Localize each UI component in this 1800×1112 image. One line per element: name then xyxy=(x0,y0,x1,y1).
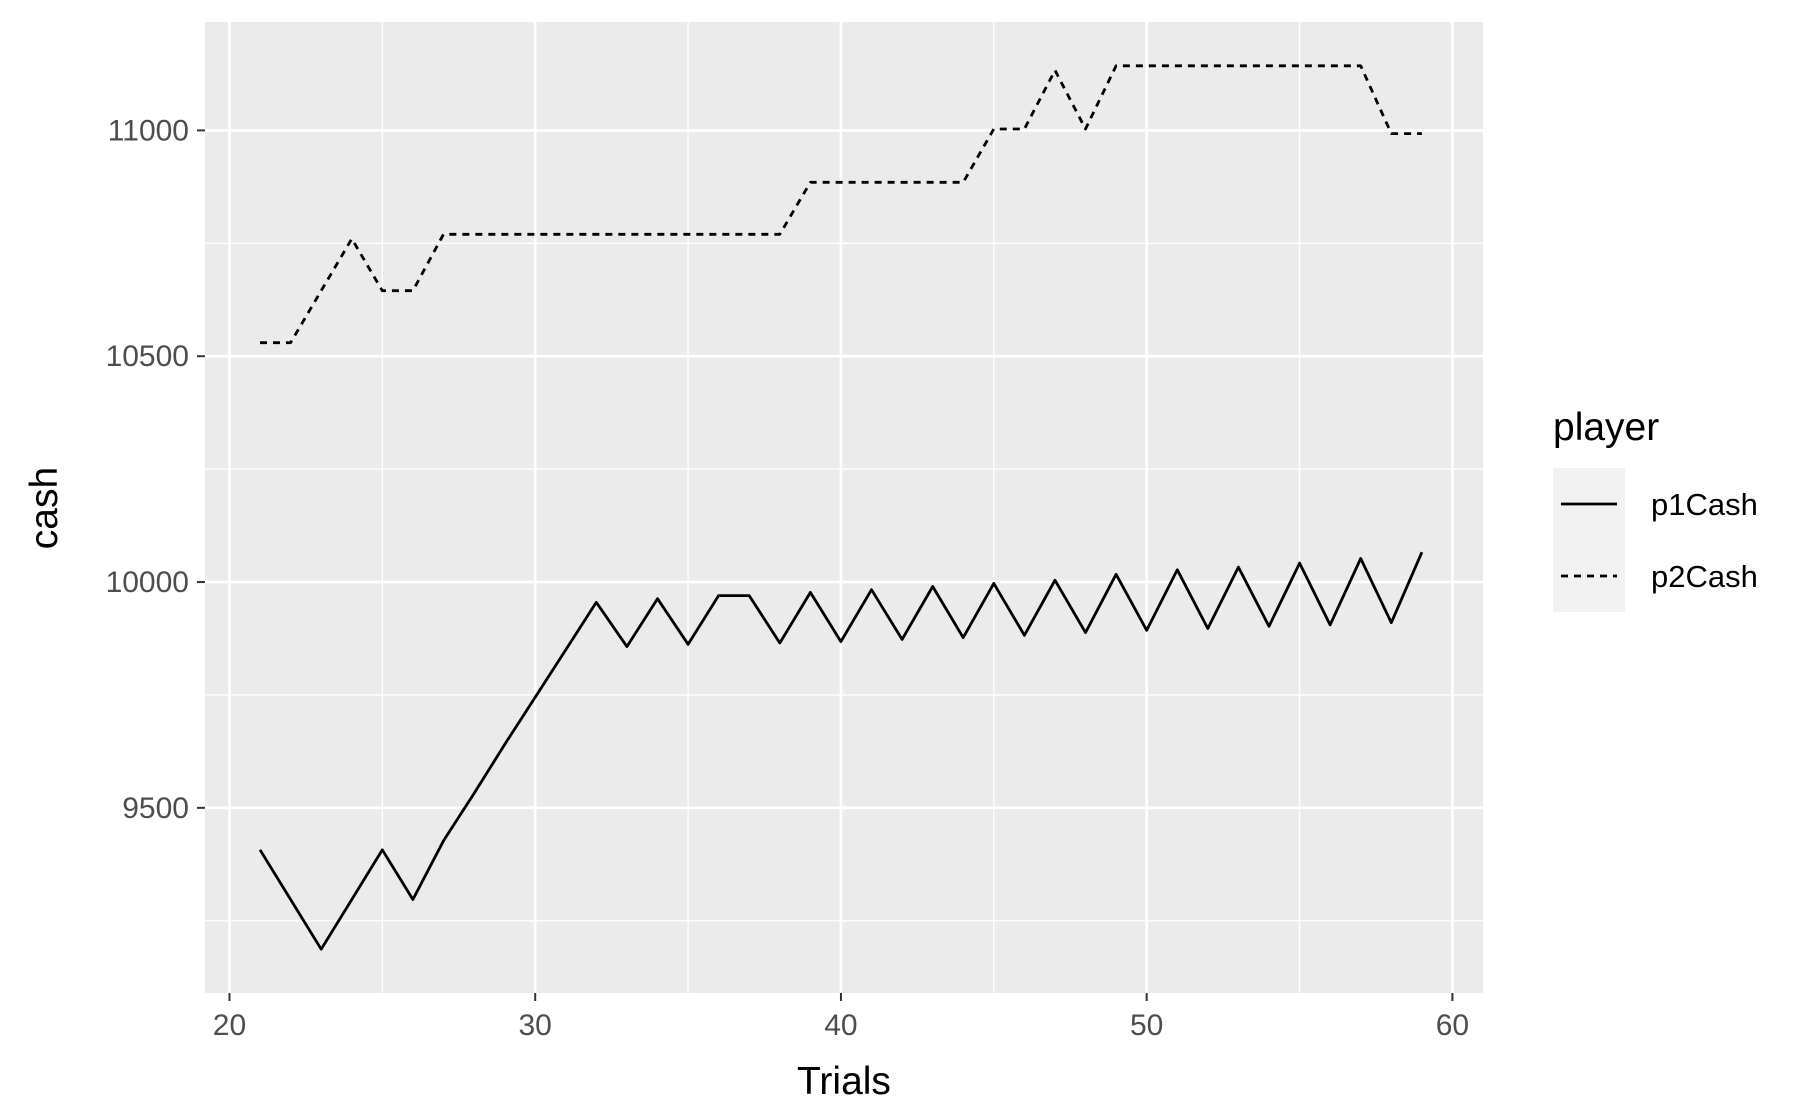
legend-label-p1Cash: p1Cash xyxy=(1651,487,1758,522)
grid-major xyxy=(205,22,1483,993)
series-line-p2Cash xyxy=(260,64,1422,345)
x-axis-title: Trials xyxy=(797,1060,891,1103)
y-tick-label: 11000 xyxy=(108,114,189,147)
legend-label-p2Cash: p2Cash xyxy=(1651,559,1758,594)
panel-background xyxy=(205,22,1483,993)
legend-title: player xyxy=(1553,406,1659,449)
y-axis-title: cash xyxy=(23,467,66,549)
y-tick-label: 10500 xyxy=(106,340,189,373)
x-tick-label: 50 xyxy=(1130,1009,1163,1042)
x-tick-label: 30 xyxy=(519,1009,552,1042)
y-tick-label: 10000 xyxy=(106,566,189,599)
y-tick-labels: 9500 10000 10500 11000 xyxy=(106,114,189,824)
x-tick-label: 20 xyxy=(213,1009,246,1042)
series-layer xyxy=(258,64,1424,951)
legend: player p1Cash p2Cash xyxy=(1553,406,1758,612)
y-tick-label: 9500 xyxy=(122,792,189,825)
grid-minor xyxy=(205,22,1483,993)
legend-keys: p1Cash p2Cash xyxy=(1553,468,1758,612)
x-tick-label: 60 xyxy=(1436,1009,1469,1042)
x-tick-labels: 20 30 40 50 60 xyxy=(213,1009,1469,1042)
axis-ticks xyxy=(197,129,1454,1001)
series-line-p1Cash xyxy=(258,551,1424,951)
x-tick-label: 40 xyxy=(824,1009,857,1042)
